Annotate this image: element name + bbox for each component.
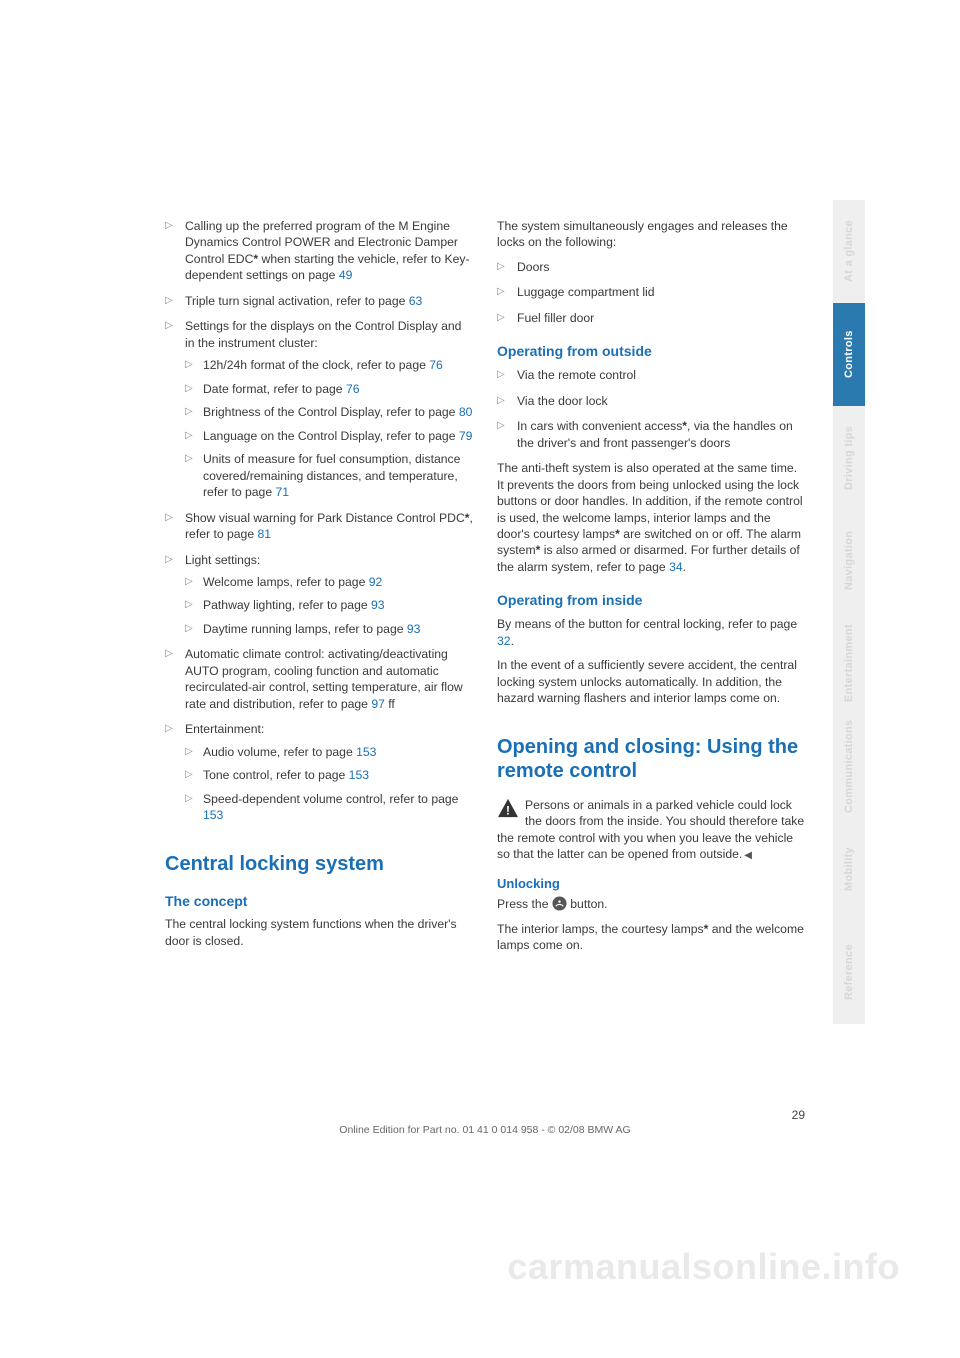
section-tab[interactable]: Driving tips bbox=[833, 406, 865, 509]
sub-list: Audio volume, refer to page 153 Tone cont… bbox=[185, 744, 473, 824]
list-item: Via the door lock bbox=[497, 393, 805, 409]
page-link[interactable]: 80 bbox=[459, 405, 473, 419]
right-column: The system simultaneously engages and re… bbox=[497, 218, 805, 961]
list-item: Light settings:Welcome lamps, refer to p… bbox=[165, 552, 473, 638]
page-link[interactable]: 153 bbox=[356, 745, 376, 759]
section-tabs: At a glanceControlsDriving tipsNavigatio… bbox=[833, 200, 865, 1024]
outside-list: Via the remote control Via the door lock I… bbox=[497, 367, 805, 451]
section-tab[interactable]: Communications bbox=[833, 715, 865, 818]
page-link[interactable]: 81 bbox=[258, 527, 272, 541]
section-heading: Central locking system bbox=[165, 852, 473, 876]
subsection-heading: Operating from inside bbox=[497, 591, 805, 610]
list-item: 12h/24h format of the clock, refer to pa… bbox=[185, 357, 473, 373]
page-link[interactable]: 34 bbox=[669, 560, 683, 574]
svg-text:!: ! bbox=[506, 803, 510, 817]
body-text: The interior lamps, the courtesy lamps a… bbox=[497, 921, 805, 954]
section-tab[interactable]: Navigation bbox=[833, 509, 865, 612]
list-item: Entertainment:Audio volume, refer to pag… bbox=[165, 721, 473, 823]
page-link[interactable]: 63 bbox=[409, 294, 423, 308]
section-tab[interactable]: Mobility bbox=[833, 818, 865, 921]
list-item: Calling up the preferred program of the … bbox=[165, 218, 473, 284]
section-tab[interactable]: At a glance bbox=[833, 200, 865, 303]
list-item: Settings for the displays on the Control… bbox=[165, 318, 473, 500]
page-link[interactable]: 79 bbox=[459, 429, 473, 443]
section-tab[interactable]: Controls bbox=[833, 303, 865, 406]
page-link[interactable]: 71 bbox=[276, 485, 290, 499]
body-text: The system simultaneously engages and re… bbox=[497, 218, 805, 251]
sub-list: 12h/24h format of the clock, refer to pa… bbox=[185, 357, 473, 500]
page-link[interactable]: 93 bbox=[407, 622, 421, 636]
list-item: Fuel filler door bbox=[497, 310, 805, 326]
page-number: 29 bbox=[165, 1108, 805, 1122]
list-item: Tone control, refer to page 153 bbox=[185, 767, 473, 783]
body-text: Press the button. bbox=[497, 896, 805, 912]
page-link[interactable]: 153 bbox=[349, 768, 369, 782]
page-link[interactable]: 76 bbox=[346, 382, 360, 396]
sub-list: Welcome lamps, refer to page 92 Pathway l… bbox=[185, 574, 473, 637]
unlock-button-icon bbox=[552, 896, 567, 911]
list-item: Luggage compartment lid bbox=[497, 284, 805, 300]
list-item: Via the remote control bbox=[497, 367, 805, 383]
list-item: Daytime running lamps, refer to page 93 bbox=[185, 621, 473, 637]
page-link[interactable]: 92 bbox=[369, 575, 383, 589]
footer-text: Online Edition for Part no. 01 41 0 014 … bbox=[165, 1124, 805, 1136]
body-text: By means of the button for central locki… bbox=[497, 616, 805, 649]
section-tab[interactable]: Reference bbox=[833, 921, 865, 1024]
list-item: Language on the Control Display, refer t… bbox=[185, 428, 473, 444]
lock-targets-list: Doors Luggage compartment lid Fuel filler … bbox=[497, 259, 805, 326]
minor-heading: Unlocking bbox=[497, 875, 805, 893]
list-item: Units of measure for fuel consumption, d… bbox=[185, 451, 473, 500]
settings-list: Calling up the preferred program of the … bbox=[165, 218, 473, 824]
page-content: Calling up the preferred program of the … bbox=[165, 218, 805, 961]
list-item: Brightness of the Control Display, refer… bbox=[185, 404, 473, 420]
body-text: The central locking system functions whe… bbox=[165, 916, 473, 949]
page-link[interactable]: 97 bbox=[371, 697, 385, 711]
section-tab[interactable]: Entertainment bbox=[833, 612, 865, 715]
page-link[interactable]: 32 bbox=[497, 634, 511, 648]
section-heading: Opening and closing: Using the remote co… bbox=[497, 735, 805, 783]
page-link[interactable]: 93 bbox=[371, 598, 385, 612]
left-column: Calling up the preferred program of the … bbox=[165, 218, 473, 961]
watermark: carmanualsonline.info bbox=[507, 1246, 900, 1288]
page-link[interactable]: 153 bbox=[203, 808, 223, 822]
list-item: Speed-dependent volume control, refer to… bbox=[185, 791, 473, 824]
body-text: The anti-theft system is also operated a… bbox=[497, 460, 805, 575]
body-text: In the event of a sufficiently severe ac… bbox=[497, 657, 805, 706]
list-item: Pathway lighting, refer to page 93 bbox=[185, 597, 473, 613]
subsection-heading: Operating from outside bbox=[497, 342, 805, 361]
list-item: Doors bbox=[497, 259, 805, 275]
subsection-heading: The concept bbox=[165, 892, 473, 911]
list-item: Welcome lamps, refer to page 92 bbox=[185, 574, 473, 590]
page-link[interactable]: 76 bbox=[429, 358, 443, 372]
warning-paragraph: ! Persons or animals in a parked vehicle… bbox=[497, 797, 805, 863]
list-item: Triple turn signal activation, refer to … bbox=[165, 293, 473, 309]
page-link[interactable]: 49 bbox=[339, 268, 353, 282]
list-item: Date format, refer to page 76 bbox=[185, 381, 473, 397]
list-item: In cars with convenient access, via the … bbox=[497, 418, 805, 451]
list-item: Show visual warning for Park Distance Co… bbox=[165, 510, 473, 543]
list-item: Automatic climate control: activating/de… bbox=[165, 646, 473, 712]
list-item: Audio volume, refer to page 153 bbox=[185, 744, 473, 760]
warning-icon: ! bbox=[497, 798, 519, 818]
